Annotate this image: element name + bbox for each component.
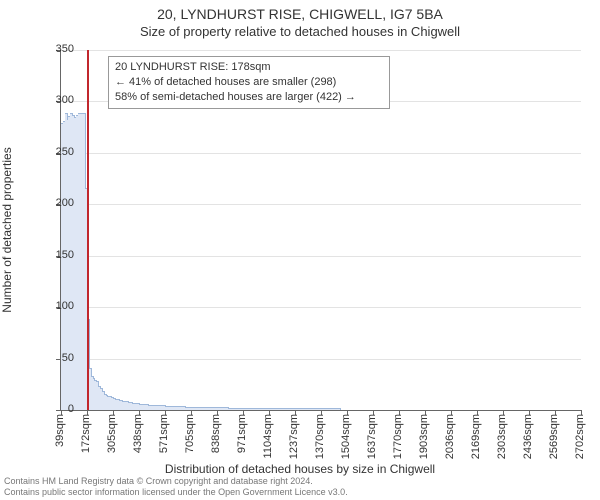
ytick-label: 200	[34, 197, 74, 209]
x-axis-label: Distribution of detached houses by size …	[0, 462, 600, 476]
xtick-label: 838sqm	[210, 414, 222, 464]
xtick-label: 438sqm	[132, 414, 144, 464]
marker-line	[87, 50, 89, 410]
xtick-label: 1370sqm	[314, 414, 326, 464]
xtick-label: 2036sqm	[444, 414, 456, 464]
footer-line-1: Contains HM Land Registry data © Crown c…	[4, 476, 596, 487]
xtick-label: 1104sqm	[262, 414, 274, 464]
ytick-label: 100	[34, 300, 74, 312]
xtick-label: 1504sqm	[340, 414, 352, 464]
xtick-label: 2569sqm	[548, 414, 560, 464]
xtick-label: 2169sqm	[470, 414, 482, 464]
xtick-label: 705sqm	[184, 414, 196, 464]
xtick-label: 2436sqm	[522, 414, 534, 464]
xtick-label: 1237sqm	[288, 414, 300, 464]
ytick-label: 0	[34, 403, 74, 415]
footer-attribution: Contains HM Land Registry data © Crown c…	[0, 475, 600, 500]
xtick-label: 1637sqm	[366, 414, 378, 464]
annotation-line-1: 20 LYNDHURST RISE: 178sqm	[115, 60, 383, 75]
xtick-label: 2702sqm	[574, 414, 586, 464]
ytick-label: 150	[34, 249, 74, 261]
xtick-label: 39sqm	[54, 414, 66, 464]
histogram-bar	[338, 408, 341, 410]
annotation-line-2: ← 41% of detached houses are smaller (29…	[115, 75, 383, 90]
property-size-chart: 20, LYNDHURST RISE, CHIGWELL, IG7 5BA Si…	[0, 0, 600, 500]
gridline	[61, 204, 581, 205]
xtick-label: 1903sqm	[418, 414, 430, 464]
gridline	[61, 256, 581, 257]
gridline	[61, 50, 581, 51]
gridline	[61, 307, 581, 308]
gridline	[61, 359, 581, 360]
xtick-label: 2303sqm	[496, 414, 508, 464]
xtick-label: 172sqm	[80, 414, 92, 464]
ytick-label: 50	[34, 352, 74, 364]
xtick-label: 1770sqm	[392, 414, 404, 464]
chart-title-address: 20, LYNDHURST RISE, CHIGWELL, IG7 5BA	[0, 6, 600, 22]
xtick-label: 971sqm	[236, 414, 248, 464]
footer-line-2: Contains public sector information licen…	[4, 487, 596, 498]
xtick-label: 305sqm	[106, 414, 118, 464]
ytick-label: 250	[34, 146, 74, 158]
plot-area: 39sqm172sqm305sqm438sqm571sqm705sqm838sq…	[60, 50, 581, 411]
gridline	[61, 153, 581, 154]
xtick-label: 571sqm	[158, 414, 170, 464]
annotation-line-3: 58% of semi-detached houses are larger (…	[115, 90, 383, 105]
chart-subtitle: Size of property relative to detached ho…	[0, 24, 600, 39]
ytick-label: 350	[34, 43, 74, 55]
ytick-label: 300	[34, 94, 74, 106]
y-axis-label: Number of detached properties	[0, 147, 14, 312]
annotation-box: 20 LYNDHURST RISE: 178sqm ← 41% of detac…	[108, 56, 390, 109]
